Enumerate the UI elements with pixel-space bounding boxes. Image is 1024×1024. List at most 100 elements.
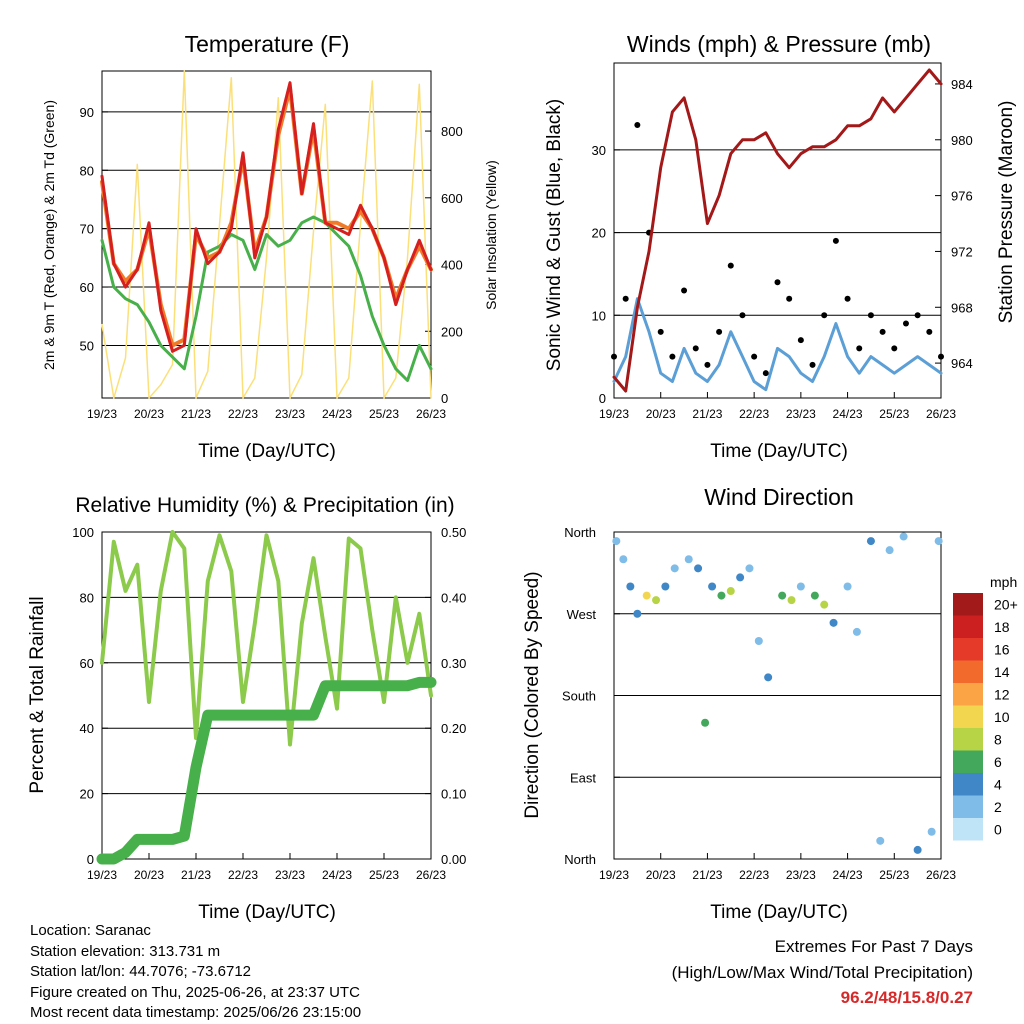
extremes-summary: Extremes For Past 7 Days (High/Low/Max W…	[672, 934, 973, 1011]
y-tick-label-right: 0.00	[441, 852, 466, 867]
solar-insolation-line	[101, 70, 432, 399]
y-axis-label: 2m & 9m T (Red, Orange) & 2m Td (Green)	[41, 100, 57, 370]
y-tick-label-right: 968	[951, 300, 973, 315]
y-tick-label: 20	[592, 226, 606, 241]
direction-point	[810, 591, 819, 600]
extremes-values: 96.2/48/15.8/0.27	[840, 988, 973, 1007]
x-tick-label: 20/23	[134, 407, 164, 421]
legend-title: mph	[990, 574, 1017, 590]
direction-point	[717, 591, 726, 600]
y-tick-label: 10	[592, 308, 606, 323]
gust-point	[692, 345, 699, 352]
y-tick-label: South	[562, 689, 596, 704]
x-axis-label: Time (Day/UTC)	[198, 441, 336, 462]
y-tick-label: North	[564, 525, 596, 540]
y-tick-label: 0	[87, 852, 94, 867]
direction-point	[934, 537, 943, 546]
legend-label: 20+	[994, 596, 1018, 612]
legend-label: 4	[994, 776, 1002, 792]
speed-legend: mph 20+ 18 16 14 12 10 8 6 4 2 0	[953, 574, 1018, 841]
chart-title: Wind Direction	[704, 484, 854, 510]
gust-point	[739, 312, 746, 319]
x-tick-label: 26/23	[416, 407, 446, 421]
y-tick-label-right: 200	[441, 324, 463, 339]
sonic-wind-line	[612, 297, 943, 392]
x-tick-label: 22/23	[739, 407, 769, 421]
temperature-chart: Temperature (F) Time (Day/UTC) 2m & 9m T (…	[41, 31, 499, 462]
y-tick-label: 40	[80, 721, 94, 736]
gust-point	[938, 353, 944, 360]
y-axis-label-right: Station Pressure (Maroon)	[996, 101, 1017, 324]
latest-data-timestamp: Most recent data timestamp: 2025/06/26 2…	[30, 1004, 362, 1021]
gust-point	[926, 328, 933, 335]
direction-point	[876, 836, 885, 845]
gust-point	[856, 345, 863, 352]
y-tick-label-right: 964	[951, 356, 973, 371]
gust-point	[821, 312, 828, 319]
plot-frame	[613, 62, 942, 399]
x-tick-label: 20/23	[134, 868, 164, 882]
station-location: Location: Saranac	[30, 922, 151, 939]
gust-point	[844, 295, 851, 302]
dewpoint-line	[100, 215, 433, 382]
x-tick-label: 24/23	[322, 407, 352, 421]
gust-point	[634, 122, 641, 129]
y-tick-label-right: 0.50	[441, 525, 466, 540]
station-elevation: Station elevation: 313.731 m	[30, 942, 221, 960]
direction-point	[708, 582, 717, 591]
direction-point	[913, 845, 922, 854]
chart-title: Relative Humidity (%) & Precipitation (i…	[75, 494, 454, 517]
x-tick-label: 25/23	[369, 868, 399, 882]
x-tick-label: 21/23	[181, 868, 211, 882]
x-tick-label: 25/23	[879, 407, 909, 421]
x-tick-label: 23/23	[275, 868, 305, 882]
legend-swatch	[953, 683, 983, 706]
x-tick-label: 25/23	[879, 868, 909, 882]
y-tick-label-right: 0.40	[441, 590, 466, 605]
direction-point	[796, 582, 805, 591]
y-tick-label: North	[564, 852, 596, 867]
gust-point	[774, 279, 781, 286]
direction-point	[843, 582, 852, 591]
direction-point	[633, 609, 642, 618]
legend-swatch	[953, 818, 983, 841]
direction-point	[694, 564, 703, 573]
direction-point	[684, 555, 693, 564]
x-tick-label: 19/23	[599, 868, 629, 882]
y-tick-label-right: 0.20	[441, 721, 466, 736]
y-tick-label: 60	[80, 656, 94, 671]
direction-point	[701, 718, 710, 727]
y-tick-label-right: 600	[441, 191, 463, 206]
direction-point	[829, 618, 838, 627]
y-tick-label: 80	[80, 163, 94, 178]
wind-direction-chart: Wind Direction Time (Day/UTC) Direction (C…	[522, 484, 956, 923]
x-tick-label: 22/23	[739, 868, 769, 882]
direction-point	[670, 564, 679, 573]
pressure-line	[612, 68, 943, 393]
direction-point	[745, 564, 754, 573]
gust-point	[809, 361, 816, 368]
gust-point	[832, 237, 839, 244]
legend-label: 10	[994, 709, 1010, 725]
gust-point	[914, 312, 921, 319]
station-info: Location: Saranac Station elevation: 313…	[30, 921, 361, 1024]
gust-point	[879, 328, 886, 335]
x-tick-label: 25/23	[369, 407, 399, 421]
legend-label: 16	[994, 641, 1010, 657]
gust-point	[891, 345, 898, 352]
gust-point	[762, 370, 769, 377]
y-tick-label: 50	[80, 338, 94, 353]
gust-point	[669, 353, 676, 360]
x-tick-label: 19/23	[87, 407, 117, 421]
y-tick-label: 30	[592, 143, 606, 158]
direction-point	[642, 591, 651, 600]
direction-point	[619, 555, 628, 564]
x-tick-label: 26/23	[416, 868, 446, 882]
y-tick-label-right: 400	[441, 258, 463, 273]
direction-point	[852, 627, 861, 636]
x-tick-label: 24/23	[833, 868, 863, 882]
y-tick-label: 70	[80, 222, 94, 237]
x-tick-label: 24/23	[833, 407, 863, 421]
x-tick-label: 23/23	[786, 868, 816, 882]
